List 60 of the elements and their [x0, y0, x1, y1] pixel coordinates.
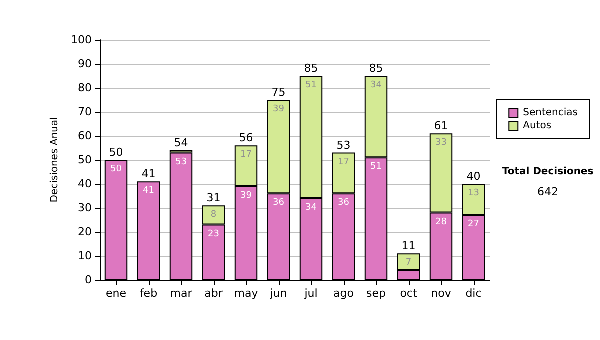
data-label: 51: [370, 162, 382, 172]
total-label: 50: [109, 146, 124, 159]
legend-label: Sentencias: [523, 108, 578, 118]
data-label: 23: [208, 229, 220, 240]
y-tick-label: 50: [78, 154, 92, 166]
total-label: 85: [369, 62, 384, 75]
total-label: 61: [434, 120, 448, 133]
data-label: 28: [436, 217, 448, 228]
y-tick-label: 10: [78, 250, 92, 262]
data-label: 33: [436, 138, 447, 148]
total-label: 54: [174, 136, 188, 150]
text: 642: [538, 186, 558, 198]
data-label: 39: [240, 190, 252, 201]
data-label: 8: [210, 210, 217, 220]
x-tick-label: may: [234, 287, 259, 300]
x-tick-label: nov: [431, 287, 452, 300]
data-label: 53: [176, 157, 187, 168]
data-label: 27: [468, 220, 480, 230]
data-label: 36: [273, 198, 285, 208]
data-label: 13: [468, 188, 480, 198]
x-tick-label: ago: [334, 287, 354, 300]
x-tick-label: jul: [304, 287, 318, 300]
y-tick-label: 70: [78, 106, 92, 118]
x-tick-label: dic: [466, 287, 482, 300]
total-label: 41: [142, 168, 156, 181]
total-label: 40: [466, 170, 481, 183]
y-tick-label: 90: [78, 58, 92, 70]
y-tick-label: 20: [78, 226, 92, 238]
x-tick-label: oct: [400, 287, 418, 300]
total-label: 53: [336, 138, 351, 152]
total-label: 75: [272, 86, 286, 99]
total-label: 31: [206, 192, 221, 205]
x-tick-label: feb: [140, 287, 158, 300]
data-label: 34: [370, 80, 382, 90]
total-label: 11: [402, 240, 416, 253]
y-tick-label: 80: [78, 82, 92, 94]
y-tick-label: 40: [78, 178, 92, 190]
data-label: 36: [338, 198, 350, 208]
y-tick-label: 0: [85, 274, 92, 286]
data-label: 7: [406, 258, 412, 268]
total-label: 85: [304, 62, 318, 75]
data-label: 41: [143, 186, 154, 196]
x-tick-label: abr: [204, 287, 224, 300]
y-tick-label: 60: [78, 130, 92, 142]
data-label: 17: [240, 150, 252, 160]
data-label: 50: [110, 164, 122, 174]
y-tick-label: 30: [78, 202, 92, 214]
data-label: 39: [273, 104, 285, 114]
x-tick-label: ene: [106, 287, 127, 300]
legend-label: Autos: [523, 120, 552, 132]
x-tick-label: jun: [269, 287, 288, 300]
y-axis-title: Decisiones Anual: [50, 117, 61, 203]
total-label: 56: [239, 132, 254, 145]
data-label: 51: [306, 80, 317, 90]
x-tick-label: sep: [366, 287, 386, 300]
x-tick-label: mar: [170, 287, 193, 300]
data-label: 17: [338, 157, 350, 168]
data-label: 34: [306, 202, 318, 213]
y-tick-label: 100: [71, 34, 92, 46]
text: Total Decisiones: [502, 166, 594, 178]
